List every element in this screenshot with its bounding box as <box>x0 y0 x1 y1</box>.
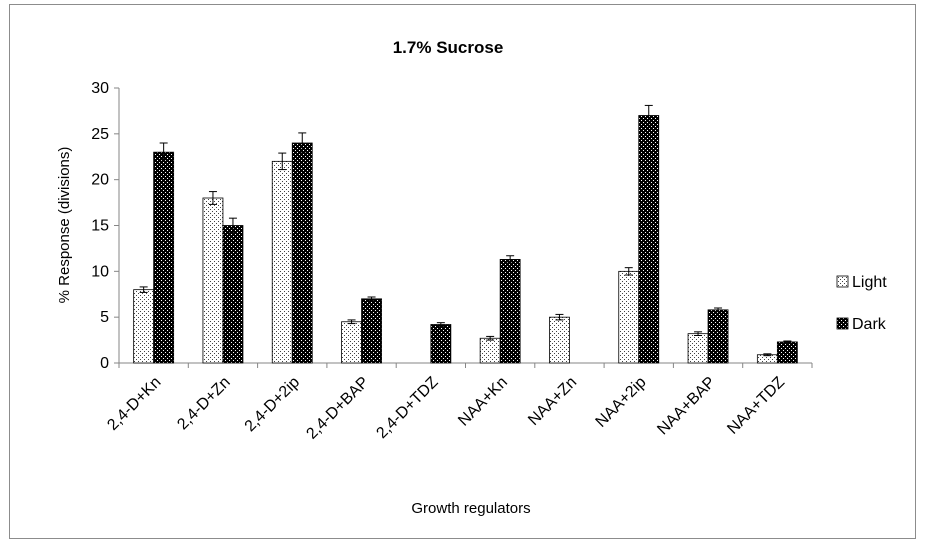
bar-light <box>202 197 224 364</box>
y-tick-label: 10 <box>91 263 109 280</box>
bar-light <box>549 316 570 364</box>
y-tick-label: 30 <box>91 80 109 97</box>
legend-swatch-light <box>836 275 849 288</box>
bar-dark <box>499 259 521 364</box>
bar-light <box>133 289 155 364</box>
y-tick-label: 25 <box>91 126 109 143</box>
bar-dark <box>707 309 729 364</box>
bar-light <box>479 337 501 364</box>
y-tick-label: 0 <box>100 355 109 372</box>
x-tick-label: NAA+BAP <box>654 374 719 439</box>
x-tick-label: 2,4-D+Zn <box>174 374 233 433</box>
y-tick-label: 5 <box>100 309 109 326</box>
legend-label-dark: Dark <box>852 316 887 333</box>
x-tick-label: NAA+Zn <box>525 374 580 429</box>
legend-label-light: Light <box>852 274 887 291</box>
bar-dark <box>361 298 382 364</box>
y-tick-label: 15 <box>91 218 109 235</box>
x-tick-label: 2,4-D+TDZ <box>373 374 441 442</box>
bar-light <box>618 270 640 364</box>
x-tick-label: 2,4-D+BAP <box>303 374 372 443</box>
chart-svg: 1.7% Sucrose 0 5 10 15 20 25 30 2,4-D+Kn 2,4-D+Z… <box>56 38 887 517</box>
bar-dark <box>291 142 313 364</box>
bar-dark <box>153 151 175 364</box>
x-tick-label: NAA+TDZ <box>724 374 788 438</box>
bar-light <box>687 333 709 364</box>
bar-light <box>271 160 293 364</box>
bar-dark <box>430 324 452 364</box>
y-axis-title: % Response (divisions) <box>56 147 73 304</box>
x-axis-title: Growth regulators <box>411 500 530 517</box>
bar-dark <box>638 115 660 364</box>
x-tick-label: 2,4-D+2ip <box>242 374 303 435</box>
bar-light <box>341 321 362 364</box>
chart-title: 1.7% Sucrose <box>393 38 504 57</box>
legend-swatch-dark <box>836 317 849 330</box>
y-tick-label: 20 <box>91 172 109 189</box>
bar-dark <box>222 225 244 364</box>
legend: Light Dark <box>836 274 887 333</box>
x-tick-label: 2,4-D+Kn <box>104 374 164 434</box>
x-tick-label: NAA+Kn <box>455 374 511 430</box>
chart-frame: 1.7% Sucrose 0 5 10 15 20 25 30 2,4-D+Kn 2,4-D+Z… <box>9 4 916 539</box>
x-tick-label: NAA+2ip <box>593 374 650 431</box>
bar-dark <box>776 341 798 364</box>
